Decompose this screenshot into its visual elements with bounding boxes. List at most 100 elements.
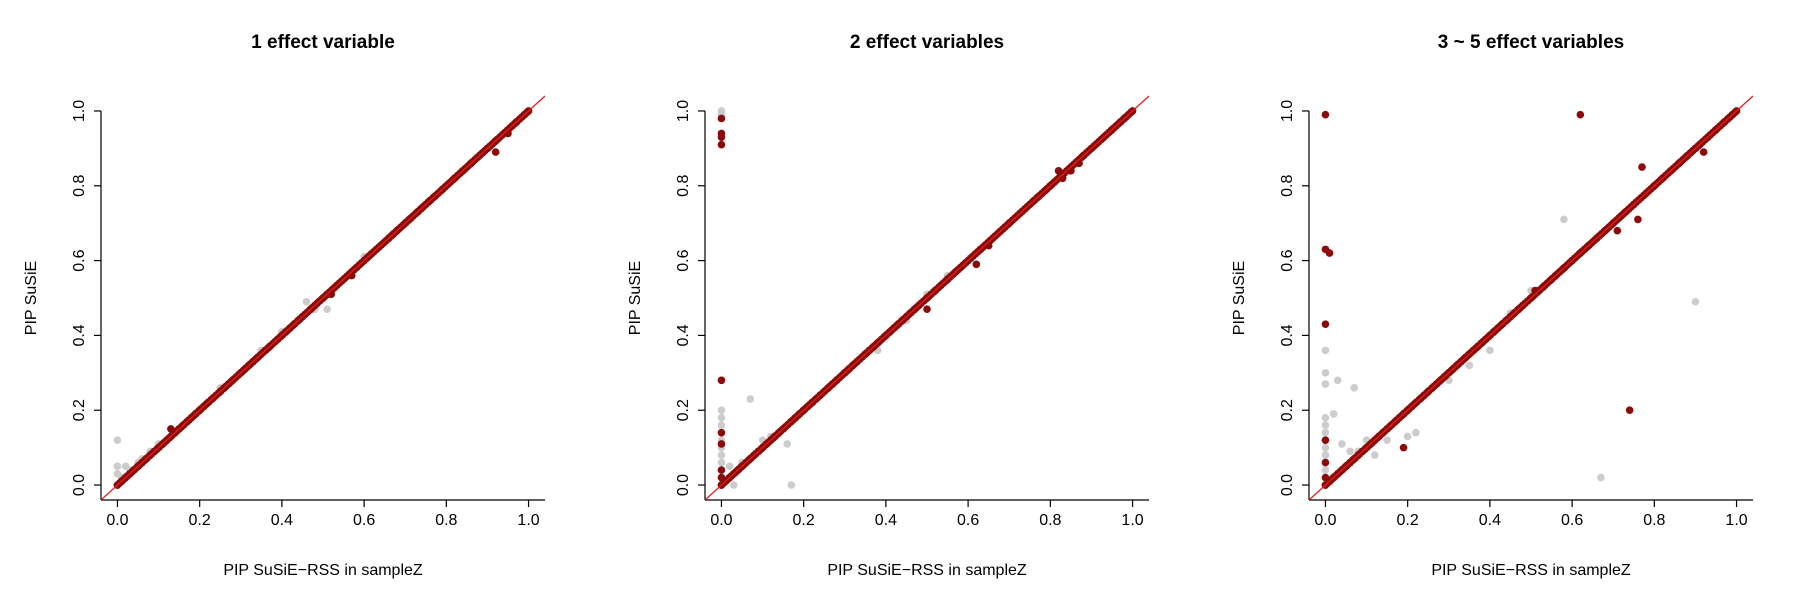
grey-point [1412,428,1420,437]
reference-line [1309,95,1753,500]
chart-title: 1 effect variable [251,32,395,53]
y-tick-label: 0.8 [675,175,692,197]
x-tick-label: 0.2 [189,512,211,529]
grey-point [783,440,792,448]
highlight-point [1325,249,1334,257]
panel-2: 2 effect variables 0.0 0.2 0.4 0.6 0.8 1.0 0.0 0… [627,32,1149,579]
data-region [705,95,1149,500]
x-tick-label: 0.8 [1039,512,1061,529]
y-tick-label: 1.0 [675,100,692,122]
highlight-point [1321,458,1330,467]
y-tick-label: 0.8 [71,175,88,197]
grey-point [1560,215,1568,224]
y-tick-label: 0.0 [71,474,88,496]
y-tick-label: 0.6 [675,249,692,271]
highlight-point [717,440,726,448]
x-tick-label: 0.4 [875,512,897,529]
reference-line [101,95,545,500]
y-tick-label: 0.4 [675,324,692,346]
grey-point [1321,451,1330,459]
y-tick-label: 0.2 [1279,399,1296,421]
grey-point [1597,473,1605,482]
grey-point [1321,421,1330,429]
x-tick-label: 0.6 [957,512,979,529]
highlight-point [1699,148,1708,156]
highlight-point [717,114,726,123]
x-tick-label: 0.6 [1561,512,1583,529]
grey-point [717,451,726,459]
grey-point [1321,346,1330,355]
grey-point [1486,346,1494,355]
grey-point [729,481,738,489]
y-tick-label: 0.6 [71,249,88,271]
grey-point [717,421,726,429]
highlight-point [717,133,726,141]
grey-point [113,462,122,471]
panel-1: 1 effect variable 0.0 0.2 0.4 0.6 0.8 1.0 0.0 0.… [23,32,545,579]
grey-point [302,297,311,306]
x-tick-label: 0.0 [1314,512,1336,529]
y-tick-label: 0.2 [71,399,88,421]
x-tick-label: 1.0 [1725,512,1747,529]
grey-point [1370,451,1379,459]
grey-point [1329,410,1338,418]
y-tick-label: 0.0 [675,474,692,496]
chart-title: 2 effect variables [850,32,1004,53]
x-axis-label: PIP SuSiE−RSS in sampleZ [223,562,423,579]
grey-point [1346,447,1354,456]
y-tick-label: 0.2 [675,399,692,421]
grey-point [1338,440,1346,448]
y-tick-label: 0.4 [71,324,88,346]
grey-point [1333,376,1342,385]
y-tick-label: 1.0 [1279,100,1296,122]
grey-point [1321,413,1330,422]
grey-point [1321,369,1330,377]
x-tick-label: 0.2 [793,512,815,529]
y-tick-label: 1.0 [71,100,88,122]
x-tick-label: 0.0 [106,512,128,529]
grey-point [717,413,726,422]
chart-title: 3 ~ 5 effect variables [1438,32,1624,53]
x-tick-label: 0.4 [271,512,293,529]
y-axis-label: PIP SuSiE [1231,261,1248,335]
x-axis-label: PIP SuSiE−RSS in sampleZ [827,562,1027,579]
grey-point [717,406,726,415]
grey-point [787,481,796,489]
y-tick-label: 0.6 [1279,249,1296,271]
highlight-point [923,305,931,314]
highlight-point [1321,320,1330,328]
highlight-point [1321,436,1330,444]
highlight-point [717,466,726,474]
grey-point [1691,297,1700,306]
x-tick-label: 0.6 [353,512,375,529]
x-tick-label: 0.8 [435,512,457,529]
y-tick-label: 0.8 [1279,175,1296,197]
panel-3: 3 ~ 5 effect variables 0.0 0.2 0.4 0.6 0.8 1.0… [1231,32,1753,579]
x-tick-label: 1.0 [517,512,539,529]
x-axis-label: PIP SuSiE−RSS in sampleZ [1431,562,1631,579]
highlight-point [1638,163,1646,171]
highlight-point [1321,110,1330,119]
x-tick-label: 1.0 [1121,512,1143,529]
grey-point [717,458,726,467]
data-region [101,95,545,500]
data-region [1309,95,1753,500]
grey-point [1321,466,1330,474]
reference-line [705,95,1149,500]
grey-point [746,395,755,403]
grey-point [1465,361,1474,370]
grey-point [1321,443,1330,452]
highlight-point [717,140,726,149]
highlight-point [1576,110,1585,119]
x-tick-label: 0.4 [1479,512,1501,529]
grey-point [1383,436,1391,444]
y-axis-label: PIP SuSiE [627,261,644,335]
grey-point [1321,380,1330,388]
highlight-point [717,376,726,385]
highlight-point [717,428,726,437]
grey-point [725,462,734,471]
grey-point [1321,428,1330,437]
x-tick-label: 0.8 [1643,512,1665,529]
y-tick-label: 0.4 [1279,324,1296,346]
